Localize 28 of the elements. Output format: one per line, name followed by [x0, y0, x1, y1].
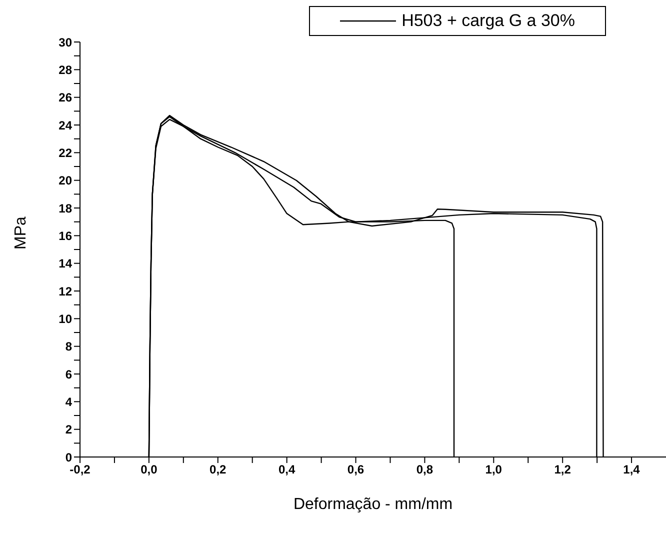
y-tick-label: 10 — [58, 312, 72, 326]
y-tick-label: 26 — [58, 90, 72, 105]
y-tick-label: 0 — [65, 450, 72, 464]
y-tick-label: 14 — [58, 256, 72, 271]
y-tick-label: 2 — [65, 422, 72, 437]
y-axis-title: MPa — [12, 216, 30, 250]
x-tick-label: 1,2 — [554, 462, 572, 477]
y-tick-label: 30 — [58, 35, 72, 50]
x-tick-label: 1,0 — [485, 462, 502, 477]
x-tick-label: 0,6 — [347, 462, 364, 477]
x-tick-label: 0,0 — [140, 462, 158, 477]
y-tick-label: 6 — [65, 367, 72, 382]
y-tick-label: 20 — [58, 174, 72, 188]
y-tick-label: 4 — [65, 394, 72, 409]
y-tick-label: 24 — [58, 118, 72, 132]
x-tick-label: 0,4 — [278, 462, 296, 477]
x-tick-label: 0,8 — [416, 462, 434, 477]
y-tick-label: 22 — [58, 146, 72, 160]
y-tick-label: 18 — [58, 201, 72, 216]
y-tick-label: 12 — [58, 284, 72, 298]
y-tick-label: 28 — [58, 62, 72, 77]
x-tick-label: -0,2 — [70, 462, 91, 477]
y-tick-label: 8 — [65, 340, 72, 354]
legend-label: H503 + carga G a 30% — [402, 11, 575, 31]
x-axis-title: Deformação - mm/mm — [293, 496, 453, 513]
x-tick-label: 0,2 — [210, 462, 227, 477]
y-tick-label: 16 — [58, 228, 72, 243]
x-tick-label: 1,4 — [623, 462, 640, 477]
